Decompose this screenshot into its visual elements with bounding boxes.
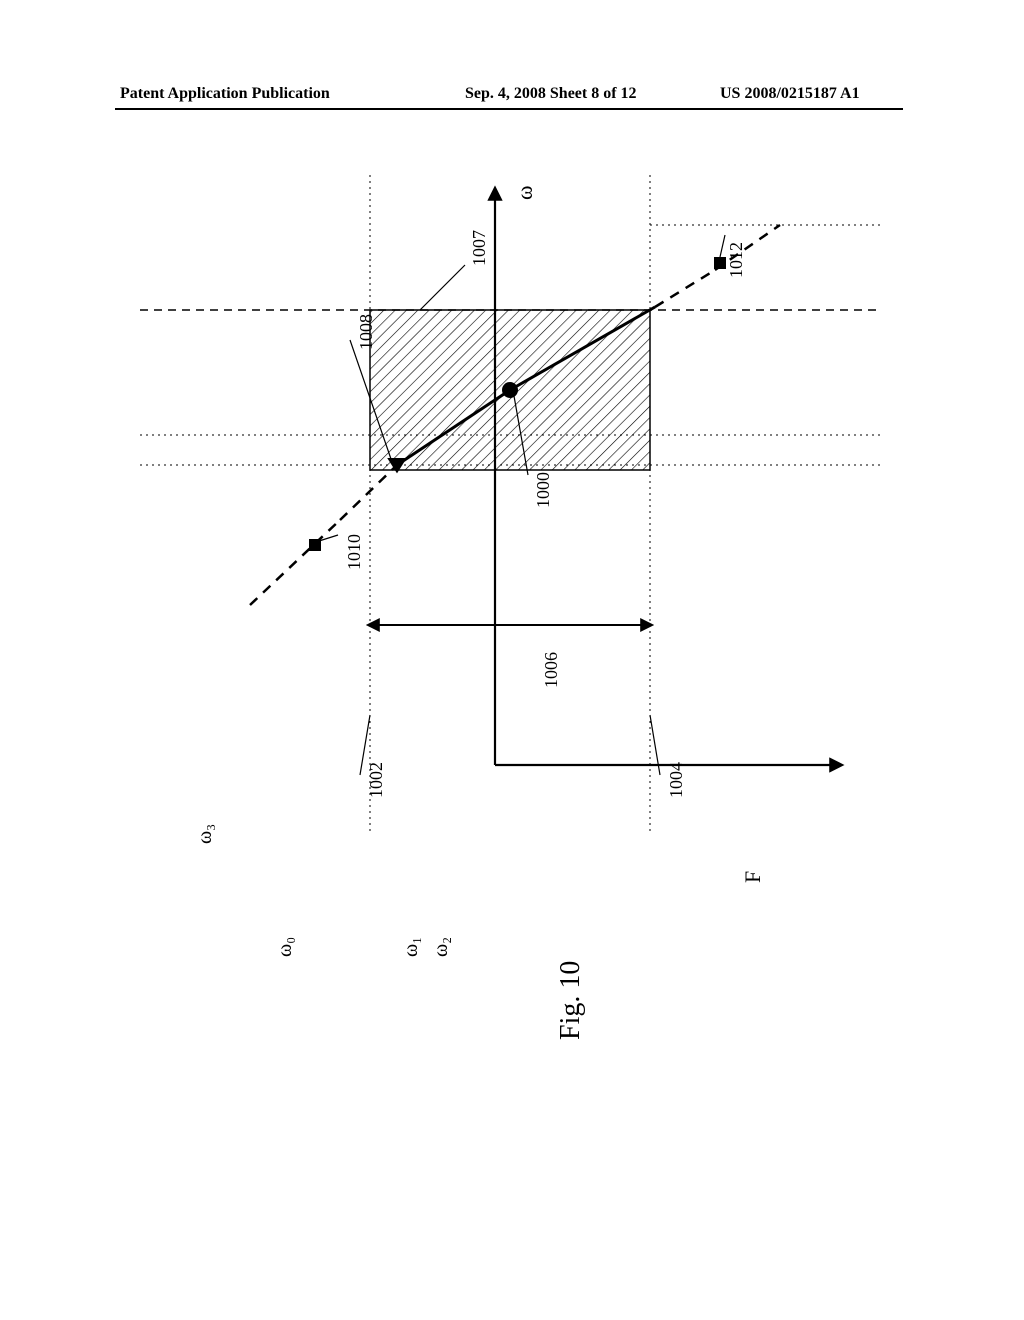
figure-caption: Fig. 10 (555, 961, 587, 1040)
ref-1008: 1008 (356, 314, 377, 350)
figure: 1012 1007 1008 1000 1010 1006 1002 1004 … (0, 0, 1024, 1320)
omega-3-label: ω₃ (194, 824, 217, 844)
ref-1000: 1000 (533, 472, 554, 508)
ref-1006: 1006 (541, 652, 562, 688)
page: Patent Application Publication Sep. 4, 2… (0, 0, 1024, 1320)
ref-1007: 1007 (469, 230, 490, 266)
x-axis-label: F (740, 871, 766, 883)
ref-1010: 1010 (344, 534, 365, 570)
omega-2-label: ω₂ (430, 937, 453, 957)
y-axis-label: ω (512, 186, 538, 200)
ref-1002: 1002 (366, 762, 387, 798)
omega-0-label: ω₀ (274, 937, 297, 957)
diagram-svg (120, 155, 900, 985)
omega-1-label: ω₁ (400, 937, 423, 957)
ref-1004: 1004 (666, 762, 687, 798)
ref-1012: 1012 (726, 242, 747, 278)
